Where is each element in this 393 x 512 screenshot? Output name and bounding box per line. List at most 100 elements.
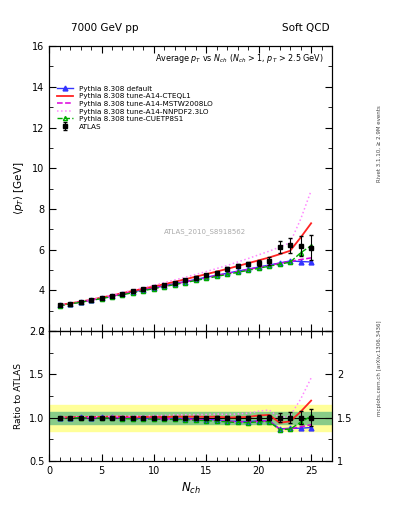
Pythia 8.308 tune-CUETP8S1 (120, 292, 125, 298)
Pythia 8.308 tune-CUETP8S1 (256, 265, 261, 271)
Pythia 8.308 tune-CUETP8S1 (130, 290, 135, 296)
Line: Pythia 8.308 default: Pythia 8.308 default (57, 259, 314, 308)
Pythia 8.308 tune-A14-CTEQL1 (277, 251, 282, 258)
Pythia 8.308 tune-A14-CTEQL1 (204, 271, 209, 278)
Pythia 8.308 tune-CUETP8S1 (110, 293, 114, 300)
Pythia 8.308 default (68, 301, 72, 307)
Pythia 8.308 tune-CUETP8S1 (309, 243, 314, 249)
Pythia 8.308 tune-A14-MSTW2008LO (152, 285, 156, 291)
Pythia 8.308 default (141, 287, 146, 293)
Pythia 8.308 tune-A14-NNPDF2.3LO (141, 285, 146, 291)
Pythia 8.308 default (173, 281, 177, 287)
Pythia 8.308 tune-A14-NNPDF2.3LO (277, 244, 282, 250)
Pythia 8.308 tune-CUETP8S1 (99, 295, 104, 302)
Pythia 8.308 default (193, 276, 198, 283)
Y-axis label: $\langle p_T \rangle$ [GeV]: $\langle p_T \rangle$ [GeV] (12, 162, 26, 216)
Pythia 8.308 tune-CUETP8S1 (225, 271, 230, 278)
Text: mcplots.cern.ch [arXiv:1306.3436]: mcplots.cern.ch [arXiv:1306.3436] (377, 321, 382, 416)
Pythia 8.308 default (309, 259, 314, 265)
Pythia 8.308 tune-A14-MSTW2008LO (130, 289, 135, 295)
Pythia 8.308 tune-A14-CTEQL1 (246, 260, 251, 266)
Pythia 8.308 default (183, 279, 188, 285)
Pythia 8.308 tune-A14-CTEQL1 (267, 254, 272, 261)
Pythia 8.308 default (110, 293, 114, 299)
Pythia 8.308 default (256, 264, 261, 270)
Text: 7000 GeV pp: 7000 GeV pp (71, 23, 138, 33)
Pythia 8.308 tune-A14-MSTW2008LO (110, 293, 114, 299)
Pythia 8.308 tune-A14-MSTW2008LO (120, 291, 125, 297)
Pythia 8.308 tune-A14-CTEQL1 (309, 220, 314, 226)
Pythia 8.308 tune-A14-CTEQL1 (68, 300, 72, 306)
Pythia 8.308 default (298, 259, 303, 265)
Pythia 8.308 tune-CUETP8S1 (57, 303, 62, 309)
Pythia 8.308 tune-A14-CTEQL1 (78, 298, 83, 305)
Pythia 8.308 tune-A14-NNPDF2.3LO (256, 252, 261, 258)
Pythia 8.308 tune-A14-NNPDF2.3LO (225, 262, 230, 268)
Pythia 8.308 tune-A14-NNPDF2.3LO (298, 216, 303, 222)
Pythia 8.308 tune-A14-NNPDF2.3LO (68, 300, 72, 306)
Pythia 8.308 tune-A14-MSTW2008LO (99, 295, 104, 301)
Line: Pythia 8.308 tune-A14-CTEQL1: Pythia 8.308 tune-A14-CTEQL1 (60, 223, 311, 305)
Pythia 8.308 tune-A14-MSTW2008LO (68, 301, 72, 307)
X-axis label: $N_{ch}$: $N_{ch}$ (181, 481, 200, 496)
Pythia 8.308 tune-A14-CTEQL1 (152, 283, 156, 289)
Pythia 8.308 tune-CUETP8S1 (193, 278, 198, 284)
Pythia 8.308 tune-A14-NNPDF2.3LO (193, 271, 198, 278)
Pythia 8.308 default (225, 270, 230, 276)
Pythia 8.308 tune-CUETP8S1 (235, 269, 240, 275)
Pythia 8.308 tune-CUETP8S1 (277, 261, 282, 267)
Pythia 8.308 tune-A14-CTEQL1 (99, 294, 104, 301)
Pythia 8.308 tune-A14-CTEQL1 (120, 290, 125, 296)
Pythia 8.308 tune-A14-CTEQL1 (162, 281, 167, 287)
Pythia 8.308 tune-A14-CTEQL1 (235, 263, 240, 269)
Pythia 8.308 tune-A14-NNPDF2.3LO (267, 248, 272, 254)
Pythia 8.308 tune-A14-CTEQL1 (89, 296, 94, 303)
Pythia 8.308 default (78, 299, 83, 305)
Pythia 8.308 tune-CUETP8S1 (162, 284, 167, 290)
Pythia 8.308 tune-A14-CTEQL1 (57, 302, 62, 308)
Pythia 8.308 tune-A14-MSTW2008LO (78, 299, 83, 305)
Pythia 8.308 tune-A14-MSTW2008LO (215, 272, 219, 279)
Y-axis label: Ratio to ATLAS: Ratio to ATLAS (14, 363, 23, 429)
Pythia 8.308 tune-A14-MSTW2008LO (162, 283, 167, 289)
Pythia 8.308 tune-A14-NNPDF2.3LO (204, 268, 209, 274)
Legend: Pythia 8.308 default, Pythia 8.308 tune-A14-CTEQL1, Pythia 8.308 tune-A14-MSTW20: Pythia 8.308 default, Pythia 8.308 tune-… (55, 84, 214, 131)
Pythia 8.308 tune-CUETP8S1 (204, 275, 209, 282)
Line: Pythia 8.308 tune-A14-NNPDF2.3LO: Pythia 8.308 tune-A14-NNPDF2.3LO (60, 190, 311, 305)
Pythia 8.308 tune-A14-NNPDF2.3LO (288, 240, 292, 246)
Pythia 8.308 default (204, 274, 209, 280)
Pythia 8.308 tune-A14-MSTW2008LO (309, 255, 314, 261)
Pythia 8.308 default (57, 302, 62, 308)
Pythia 8.308 tune-CUETP8S1 (298, 250, 303, 256)
Pythia 8.308 default (120, 291, 125, 297)
Pythia 8.308 tune-A14-MSTW2008LO (298, 257, 303, 263)
Pythia 8.308 tune-A14-MSTW2008LO (173, 281, 177, 287)
Pythia 8.308 default (277, 260, 282, 266)
Bar (49, 412, 332, 423)
Pythia 8.308 tune-A14-CTEQL1 (193, 273, 198, 280)
Line: Pythia 8.308 tune-CUETP8S1: Pythia 8.308 tune-CUETP8S1 (57, 244, 313, 308)
Pythia 8.308 default (99, 295, 104, 301)
Pythia 8.308 tune-A14-NNPDF2.3LO (110, 292, 114, 298)
Pythia 8.308 tune-A14-CTEQL1 (215, 268, 219, 274)
Pythia 8.308 default (246, 266, 251, 272)
Text: ATLAS_2010_S8918562: ATLAS_2010_S8918562 (164, 228, 246, 235)
Pythia 8.308 tune-CUETP8S1 (288, 259, 292, 265)
Pythia 8.308 tune-A14-MSTW2008LO (288, 258, 292, 264)
Pythia 8.308 tune-CUETP8S1 (183, 280, 188, 286)
Pythia 8.308 tune-A14-NNPDF2.3LO (215, 265, 219, 271)
Pythia 8.308 tune-A14-NNPDF2.3LO (152, 282, 156, 288)
Pythia 8.308 tune-CUETP8S1 (267, 263, 272, 269)
Pythia 8.308 tune-A14-MSTW2008LO (89, 297, 94, 303)
Pythia 8.308 default (235, 268, 240, 274)
Pythia 8.308 tune-A14-MSTW2008LO (277, 260, 282, 266)
Pythia 8.308 default (152, 285, 156, 291)
Pythia 8.308 tune-A14-MSTW2008LO (141, 287, 146, 293)
Pythia 8.308 tune-CUETP8S1 (141, 288, 146, 294)
Pythia 8.308 tune-A14-NNPDF2.3LO (183, 274, 188, 280)
Pythia 8.308 tune-A14-CTEQL1 (225, 266, 230, 272)
Pythia 8.308 tune-A14-MSTW2008LO (246, 266, 251, 272)
Pythia 8.308 tune-A14-MSTW2008LO (267, 262, 272, 268)
Pythia 8.308 tune-A14-CTEQL1 (110, 292, 114, 298)
Pythia 8.308 tune-A14-MSTW2008LO (225, 270, 230, 276)
